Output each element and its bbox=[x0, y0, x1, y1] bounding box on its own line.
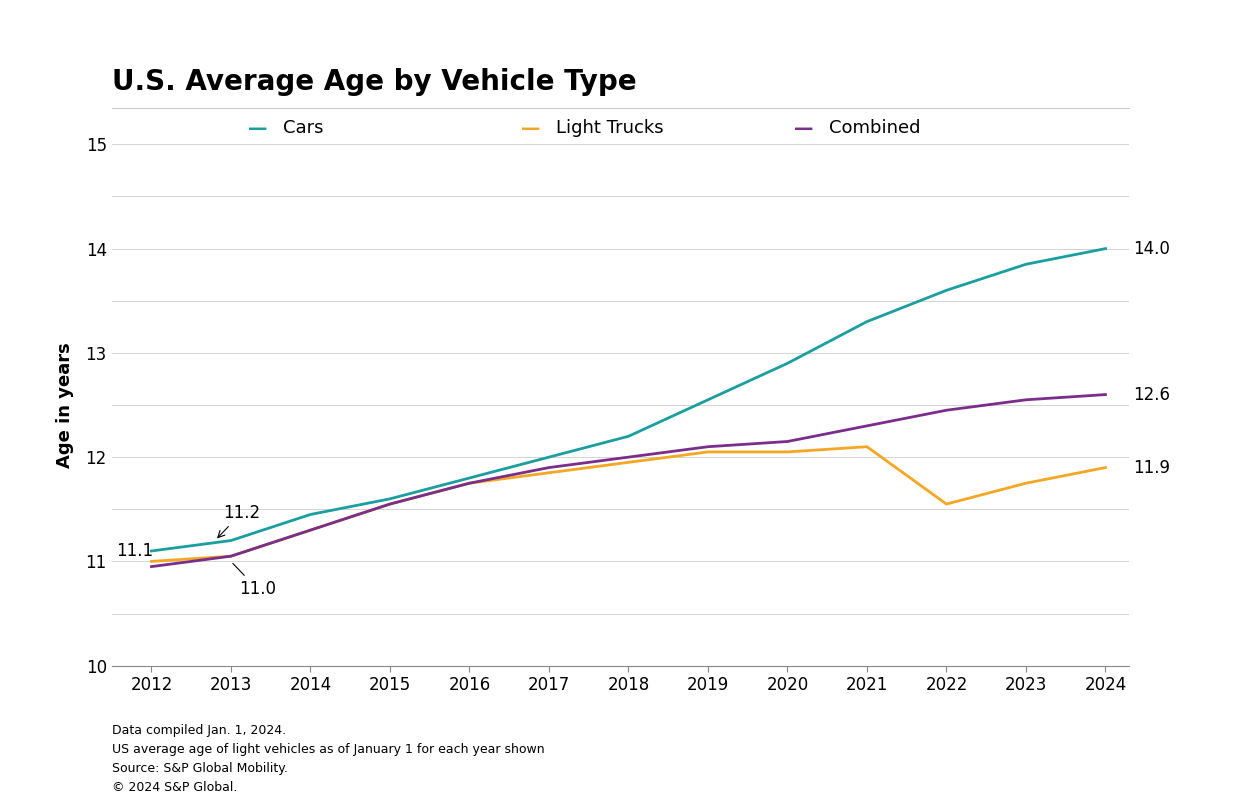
Cars bbox=[620, 431, 635, 441]
Combined bbox=[223, 551, 238, 561]
Text: Cars: Cars bbox=[283, 119, 324, 137]
Y-axis label: Age in years: Age in years bbox=[57, 342, 74, 468]
Combined bbox=[939, 405, 954, 415]
Combined bbox=[700, 442, 715, 452]
Text: U.S. Average Age by Vehicle Type: U.S. Average Age by Vehicle Type bbox=[112, 68, 637, 96]
Text: Combined: Combined bbox=[829, 119, 921, 137]
Light Trucks bbox=[1019, 478, 1034, 488]
Light Trucks bbox=[541, 468, 556, 477]
Combined bbox=[462, 478, 477, 488]
Light Trucks bbox=[860, 442, 875, 452]
Cars bbox=[303, 510, 318, 520]
Combined bbox=[781, 436, 795, 446]
Combined bbox=[541, 463, 556, 472]
Cars bbox=[462, 473, 477, 483]
Text: 11.1: 11.1 bbox=[115, 542, 153, 560]
Cars bbox=[860, 317, 875, 326]
Combined bbox=[144, 561, 159, 571]
Line: Combined: Combined bbox=[151, 395, 1106, 566]
Cars bbox=[1019, 259, 1034, 269]
Cars bbox=[144, 546, 159, 556]
Text: —: — bbox=[248, 119, 268, 138]
Combined bbox=[620, 452, 635, 462]
Light Trucks bbox=[700, 447, 715, 456]
Light Trucks bbox=[223, 551, 238, 561]
Cars bbox=[781, 358, 795, 368]
Cars bbox=[223, 536, 238, 545]
Combined bbox=[1098, 390, 1113, 399]
Text: —: — bbox=[521, 119, 541, 138]
Text: 11.9: 11.9 bbox=[1133, 459, 1170, 476]
Light Trucks bbox=[781, 447, 795, 456]
Text: —: — bbox=[794, 119, 814, 138]
Cars bbox=[541, 452, 556, 462]
Combined bbox=[860, 421, 875, 431]
Light Trucks bbox=[303, 525, 318, 535]
Combined bbox=[1019, 395, 1034, 404]
Cars bbox=[939, 286, 954, 295]
Line: Light Trucks: Light Trucks bbox=[151, 447, 1106, 561]
Cars bbox=[700, 395, 715, 404]
Light Trucks bbox=[1098, 463, 1113, 472]
Line: Cars: Cars bbox=[151, 249, 1106, 551]
Combined bbox=[303, 525, 318, 535]
Text: Data compiled Jan. 1, 2024.
US average age of light vehicles as of January 1 for: Data compiled Jan. 1, 2024. US average a… bbox=[112, 724, 545, 794]
Text: 12.6: 12.6 bbox=[1133, 386, 1170, 403]
Light Trucks bbox=[382, 499, 397, 508]
Light Trucks bbox=[144, 557, 159, 566]
Cars bbox=[382, 494, 397, 504]
Light Trucks bbox=[939, 499, 954, 508]
Cars bbox=[1098, 244, 1113, 253]
Light Trucks bbox=[620, 457, 635, 467]
Text: Light Trucks: Light Trucks bbox=[556, 119, 664, 137]
Light Trucks bbox=[462, 478, 477, 488]
Text: 14.0: 14.0 bbox=[1133, 240, 1170, 257]
Combined bbox=[382, 499, 397, 508]
Text: 11.2: 11.2 bbox=[218, 504, 261, 537]
Text: 11.0: 11.0 bbox=[233, 564, 276, 598]
